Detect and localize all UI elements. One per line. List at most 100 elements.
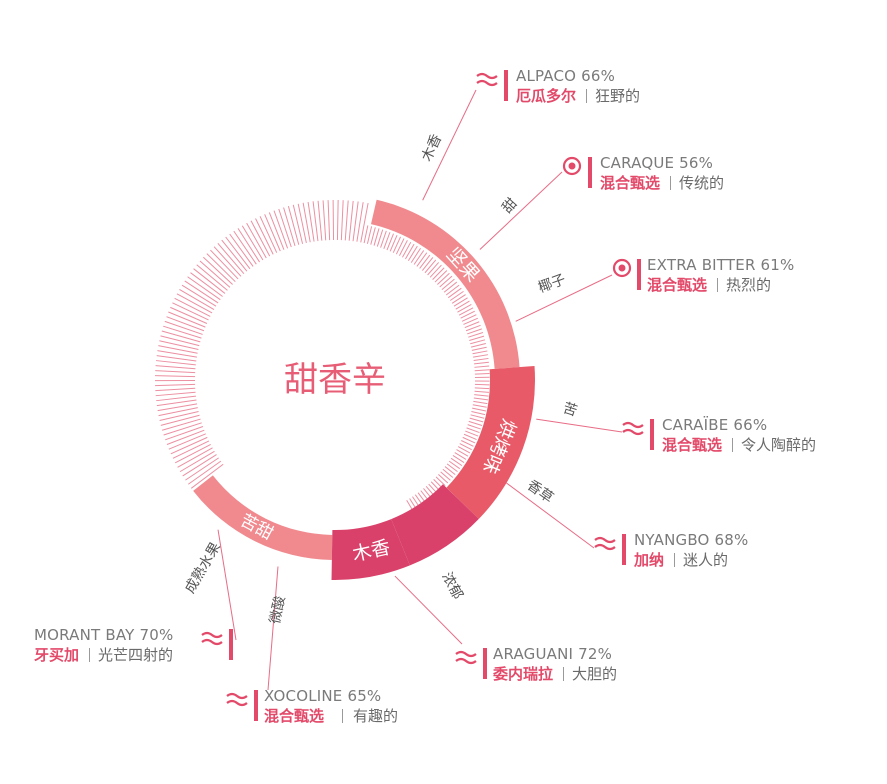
leaf-label-coconut: 椰子 [536, 272, 568, 297]
hatch-mark [450, 291, 463, 300]
hatch-mark [313, 201, 318, 241]
hatch-mark [417, 253, 427, 267]
divider [717, 278, 718, 292]
product-name: ARAGUANI 72% [493, 644, 617, 664]
hatch-mark [437, 273, 449, 284]
hatch-mark [445, 467, 455, 475]
product-name: EXTRA BITTER 61% [647, 255, 794, 275]
hatch-mark [475, 374, 490, 375]
hatch-mark [440, 276, 452, 287]
hatch-mark [207, 254, 235, 282]
hatch-mark [349, 201, 353, 241]
wave-icon [455, 649, 477, 665]
product-label-caraque: CARAQUE 56% 混合甄选传统的 [562, 153, 724, 193]
divider [563, 667, 564, 681]
origin: 混合甄选 [662, 435, 722, 455]
hatch-mark [414, 250, 424, 264]
description: 热烈的 [726, 275, 771, 295]
origin: 混合甄选 [264, 706, 324, 726]
target-icon [612, 258, 632, 278]
hatch-mark [405, 244, 414, 259]
hatch-mark [402, 242, 410, 257]
leaf-label-vanilla: 香草 [524, 477, 556, 506]
hatch-mark [474, 362, 489, 364]
leader-line [536, 419, 622, 432]
divider [586, 89, 587, 103]
hatch-mark [396, 239, 404, 255]
hatch-mark [390, 235, 397, 251]
hatch-mark [323, 200, 326, 240]
hatch-mark [420, 255, 430, 268]
hatch-mark [441, 472, 451, 480]
hatch-mark [453, 455, 464, 462]
hatch-mark [210, 250, 238, 279]
hatch-mark [469, 336, 484, 340]
hatch-mark [425, 260, 436, 273]
divider [670, 176, 671, 190]
hatch-mark [160, 336, 199, 346]
hatch-mark [473, 401, 487, 403]
hatch-mark [251, 221, 270, 256]
hatch-mark [452, 295, 465, 304]
hatch-mark [242, 226, 263, 260]
origin: 委内瑞拉 [493, 664, 553, 684]
hatch-mark [160, 411, 199, 420]
accent-bar [229, 629, 233, 660]
leaf-label-sweet: 甜 [499, 195, 520, 216]
product-label-araguani: ARAGUANI 72% 委内瑞拉大胆的 [455, 644, 617, 684]
product-label-alpaco: ALPACO 66% 厄瓜多尔狂野的 [476, 66, 640, 106]
divider [89, 648, 90, 662]
leaf-label-ripe-fruit: 成熟水果 [182, 540, 224, 596]
hatch-mark [474, 398, 488, 400]
hatch-mark [353, 201, 358, 241]
hatch-mark [456, 301, 470, 309]
hatch-mark [288, 206, 298, 245]
hatch-mark [475, 391, 489, 392]
hatch-mark [179, 289, 214, 309]
hatch-mark [470, 340, 485, 344]
center-title: 甜香辛 [284, 360, 386, 400]
product-name: CARAQUE 56% [600, 153, 724, 173]
hatch-mark [451, 458, 462, 465]
accent-bar [588, 157, 592, 188]
leader-line [268, 566, 278, 690]
wave-icon [226, 691, 248, 707]
hatch-mark [156, 392, 196, 395]
description: 大胆的 [572, 664, 617, 684]
product-label-xocoline: XOCOLINE 65% 混合甄选有趣的 [226, 686, 398, 726]
hatch-mark [337, 200, 338, 240]
hatch-mark [471, 415, 485, 418]
hatch-mark [422, 257, 433, 270]
hatch-mark [260, 216, 277, 252]
hatch-mark [155, 376, 195, 377]
hatch-mark [448, 288, 461, 298]
hatch-mark [447, 464, 457, 472]
hatch-mark [177, 294, 212, 313]
hatch-mark [341, 200, 343, 240]
hatch-mark [408, 246, 417, 261]
description: 迷人的 [683, 550, 728, 570]
origin: 混合甄选 [600, 173, 660, 193]
hatch-mark [471, 411, 485, 414]
hatch-mark [328, 200, 330, 240]
product-name: ALPACO 66% [516, 66, 640, 86]
hatch-mark [436, 477, 445, 486]
hatch-mark [459, 308, 473, 315]
accent-bar [254, 690, 258, 721]
hatch-mark [399, 240, 407, 255]
description: 有趣的 [353, 706, 398, 726]
hatch-mark [444, 282, 457, 292]
hatch-mark [156, 396, 196, 401]
product-name: MORANT BAY 70% [34, 625, 173, 645]
hatch-mark [159, 341, 198, 350]
hatch-mark [473, 351, 488, 354]
target-icon [562, 156, 582, 176]
product-name: CARAÏBE 66% [662, 415, 816, 435]
hatch-mark [433, 268, 445, 280]
product-label-extra-bitter: EXTRA BITTER 61% 混合甄选热烈的 [612, 255, 794, 295]
hatch-mark [247, 223, 267, 258]
hatch-mark [454, 298, 468, 306]
hatch-mark [318, 201, 322, 241]
divider [342, 709, 343, 723]
hatch-mark [155, 371, 195, 373]
